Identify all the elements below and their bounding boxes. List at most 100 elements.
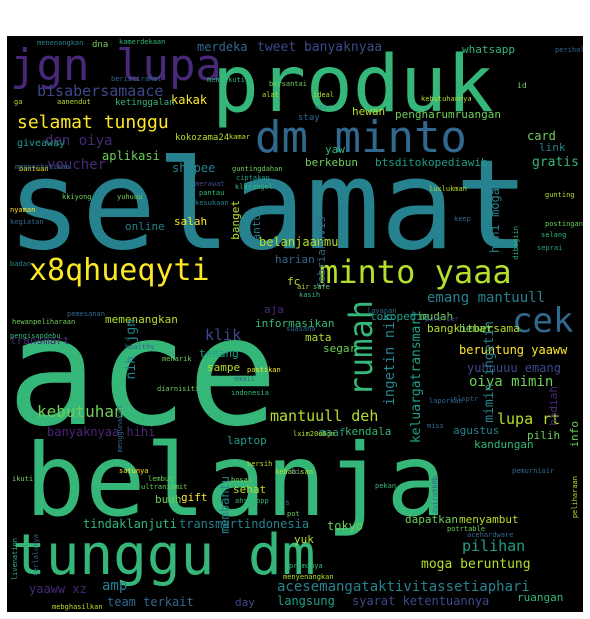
word: x8qhueqyti bbox=[29, 253, 210, 288]
word: amp bbox=[102, 578, 128, 594]
word: kebutuhan bbox=[37, 402, 124, 421]
word: berkebun bbox=[305, 156, 358, 169]
word: stay bbox=[298, 113, 320, 123]
word: produk bbox=[212, 40, 494, 130]
word: yuhuuuu emang bbox=[467, 361, 561, 375]
word: pastikan bbox=[247, 366, 281, 374]
word: alat bbox=[262, 91, 279, 99]
word: dna bbox=[92, 40, 109, 50]
word: gratis bbox=[532, 155, 579, 170]
word: livenation bbox=[11, 538, 19, 581]
word: ga bbox=[14, 98, 23, 106]
word: pengisapdebu bbox=[10, 332, 61, 340]
word: buah bbox=[155, 493, 182, 506]
word: id bbox=[517, 81, 527, 90]
word: pilih bbox=[527, 429, 561, 442]
word: ketinggalan bbox=[115, 98, 175, 108]
word: bantuan bbox=[19, 165, 49, 173]
word: ahsiappp bbox=[235, 497, 269, 505]
word: bosan bbox=[231, 476, 253, 484]
word: kamerdekaan bbox=[119, 38, 166, 46]
word: kkiyong bbox=[62, 193, 92, 201]
word: transmartindonesia bbox=[179, 517, 310, 531]
word: shopee bbox=[172, 161, 216, 175]
word: selang bbox=[541, 231, 567, 239]
word: ruangan bbox=[517, 591, 564, 604]
word: lupa rt bbox=[497, 410, 561, 428]
word: air bbox=[297, 283, 310, 291]
word: mata bbox=[305, 331, 332, 344]
word: yaw bbox=[325, 143, 345, 156]
word: ikuti bbox=[12, 475, 34, 483]
word: kandungan bbox=[474, 438, 534, 451]
word: mebghasilkan bbox=[52, 603, 103, 611]
word: guntingdahan bbox=[232, 165, 283, 173]
word: acesemangataktivitassetiaphari bbox=[277, 579, 530, 595]
word: nyaman bbox=[10, 206, 36, 214]
word: email bbox=[234, 375, 256, 383]
word: sehat bbox=[233, 483, 267, 496]
word: jgn bbox=[124, 319, 139, 343]
word: belanjaanmu bbox=[259, 235, 339, 249]
word: sku bbox=[289, 468, 302, 476]
word: ace bbox=[7, 286, 278, 460]
word: satunya bbox=[119, 467, 149, 475]
word: mantuull deh bbox=[270, 407, 379, 425]
word: whatsapp bbox=[462, 43, 515, 56]
word: giveaway bbox=[17, 138, 66, 149]
word: merawat bbox=[195, 180, 225, 188]
word: hewan bbox=[352, 105, 386, 118]
word: usir bbox=[315, 103, 332, 111]
word: dapatkan bbox=[405, 513, 458, 526]
word: laporkan bbox=[429, 397, 463, 405]
word: kesukaan bbox=[195, 199, 229, 207]
word: bersantai bbox=[269, 80, 307, 88]
word: voucher bbox=[47, 157, 107, 173]
word: mudah bbox=[420, 310, 454, 323]
word: tweet banyaknyaa bbox=[257, 40, 383, 55]
word: kegiatan bbox=[10, 218, 44, 226]
word: ideal bbox=[313, 91, 335, 99]
word: memenangkan bbox=[105, 313, 178, 326]
word: beruntung yaaww bbox=[459, 343, 568, 357]
word: kasih bbox=[299, 291, 321, 299]
word: emang mantuull bbox=[427, 290, 546, 306]
word: tokopedia bbox=[370, 310, 430, 323]
word: menenangkan bbox=[37, 39, 84, 47]
word: menyambut bbox=[459, 513, 519, 526]
word: den oiya bbox=[45, 133, 113, 149]
word: minto yaaa bbox=[319, 253, 512, 291]
word: sampe bbox=[207, 361, 241, 374]
word: pilihan bbox=[462, 537, 526, 555]
word: indonesia bbox=[231, 389, 269, 397]
word: hihi moga bbox=[488, 188, 502, 254]
word: memperhatikan bbox=[15, 163, 70, 171]
word: potrtable bbox=[447, 525, 485, 533]
word: card bbox=[527, 129, 556, 143]
word: pengharumruangan bbox=[395, 108, 501, 121]
word: hemat bbox=[459, 322, 493, 335]
word-cloud: ace selamat belanja produk tunggu dm dm … bbox=[7, 36, 583, 612]
word: gift bbox=[181, 491, 208, 504]
word: luxlukman bbox=[429, 185, 467, 193]
word: lxim20o8jn bbox=[293, 430, 336, 438]
word: harian bbox=[275, 253, 315, 266]
word: belanja bbox=[25, 422, 447, 539]
word: s bbox=[285, 498, 290, 507]
word: klazangel bbox=[235, 183, 273, 191]
word: banyaknyaa hihi bbox=[47, 425, 156, 439]
word: day bbox=[235, 596, 255, 609]
word: safe bbox=[313, 283, 330, 291]
word: peliharaan bbox=[571, 476, 579, 519]
word: segar bbox=[323, 342, 357, 355]
word: bangkitbersama bbox=[427, 322, 520, 335]
word: mengikuti bbox=[207, 76, 245, 84]
word: nih bbox=[124, 356, 139, 380]
word: diarnisiti bbox=[157, 385, 200, 393]
word: oiya mimin bbox=[469, 374, 554, 390]
word: laptop bbox=[227, 434, 267, 447]
word: terlalunya bbox=[32, 534, 40, 577]
word: yuk bbox=[294, 533, 314, 546]
word: dibagiin bbox=[512, 226, 520, 260]
word: miss bbox=[427, 422, 444, 430]
